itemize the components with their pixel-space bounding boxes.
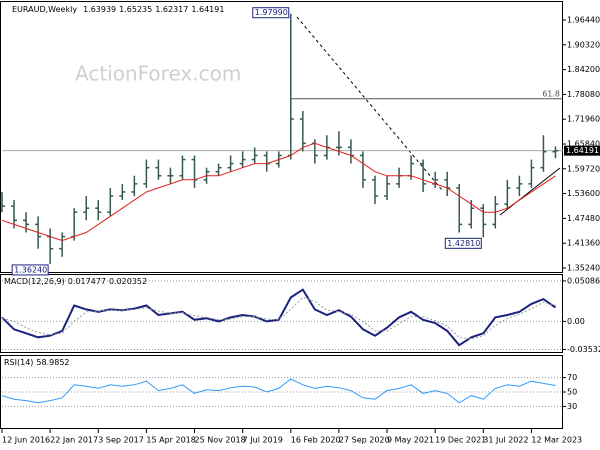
trend-line xyxy=(499,167,561,216)
rsi-title: RSI(14) 58.9852 xyxy=(4,358,70,367)
y-tick-label: 1.96440 xyxy=(567,15,600,24)
annotation-label: 1.97990 xyxy=(255,8,288,17)
current-price-label: 1.64191 xyxy=(566,146,599,155)
y-tick-label: 1.59720 xyxy=(567,164,600,173)
rsi-name: RSI(14) xyxy=(4,358,33,367)
rsi-panel xyxy=(0,355,563,429)
x-tick-label: 15 Apr 2018 xyxy=(146,436,195,445)
annotation-label: 1.42810 xyxy=(447,239,480,248)
watermark: ActionForex.com xyxy=(75,62,241,86)
annotation-box xyxy=(444,237,482,249)
x-tick-label: 31 Jul 2022 xyxy=(483,436,528,445)
x-tick-label: 22 Jan 2017 xyxy=(50,436,98,445)
x-tick-label: 7 Jul 2019 xyxy=(243,436,283,445)
y-tick-label: -0.035322 xyxy=(567,345,600,354)
macd-name: MACD(12,26,9) xyxy=(4,277,65,286)
y-tick-label: 30 xyxy=(567,402,577,411)
macd-panel xyxy=(0,274,563,353)
y-tick-label: 1.41360 xyxy=(567,239,600,248)
annotation-label: 1.36240 xyxy=(14,265,47,274)
high-value: 1.65235 xyxy=(119,5,152,14)
symbol: EURAUD,Weekly xyxy=(12,5,77,14)
y-tick-label: 1.47480 xyxy=(567,214,600,223)
y-tick-label: 1.65840 xyxy=(567,139,600,148)
open-value: 1.63939 xyxy=(83,5,116,14)
rsi-value: 58.9852 xyxy=(36,358,69,367)
x-tick-label: 3 Sep 2017 xyxy=(98,436,144,445)
y-tick-label: 1.35240 xyxy=(567,263,600,272)
low-value: 1.62317 xyxy=(155,5,188,14)
y-tick-label: 1.71960 xyxy=(567,115,600,124)
macd-line xyxy=(1,288,557,347)
annotation-box xyxy=(252,7,290,19)
y-tick-label: 1.90320 xyxy=(567,40,600,49)
rsi-line xyxy=(1,378,556,404)
y-tick-label: 50 xyxy=(567,388,577,397)
moving-average xyxy=(1,142,556,242)
annotation-box xyxy=(11,264,49,276)
x-tick-label: 27 Sep 2020 xyxy=(339,436,390,445)
price-panel xyxy=(0,1,563,273)
x-tick-label: 12 Mar 2023 xyxy=(531,436,582,445)
x-tick-label: 19 Dec 2021 xyxy=(435,436,486,445)
y-tick-label: 70 xyxy=(567,373,577,382)
fibonacci-label: 61.8 xyxy=(542,89,560,98)
current-price-box xyxy=(564,145,600,156)
y-tick-label: 0.050863 xyxy=(567,276,600,285)
chart-title: EURAUD,Weekly 1.63939 1.65235 1.62317 1.6419… xyxy=(12,5,224,14)
x-tick-label: 9 May 2021 xyxy=(387,436,434,445)
x-tick-label: 16 Feb 2020 xyxy=(291,436,341,445)
trend-line xyxy=(296,16,443,191)
x-tick-label: 12 Jun 2016 xyxy=(2,436,50,445)
y-tick-label: 0.00 xyxy=(567,317,585,326)
y-tick-label: 1.53600 xyxy=(567,189,600,198)
y-tick-label: 1.84200 xyxy=(567,65,600,74)
x-tick-label: 25 Nov 2018 xyxy=(195,436,246,445)
close-value: 1.64191 xyxy=(191,5,224,14)
y-tick-label: 1.78080 xyxy=(567,90,600,99)
